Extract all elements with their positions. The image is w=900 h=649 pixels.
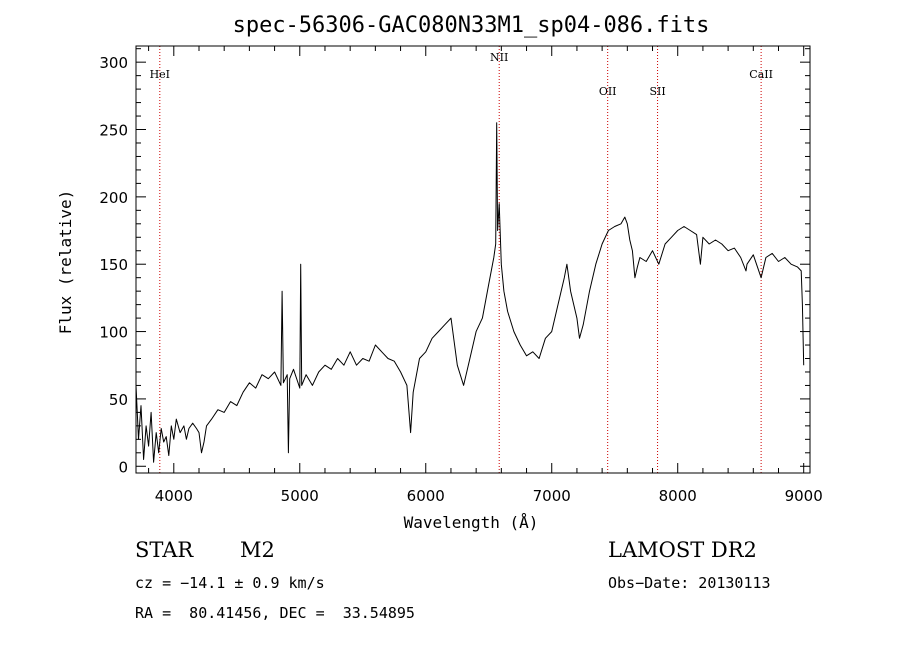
coordinates: RA = 80.41456, DEC = 33.54895: [135, 604, 415, 622]
x-tick-label: 9000: [785, 487, 823, 505]
y-tick-label: 250: [99, 122, 128, 140]
x-tick-label: 7000: [533, 487, 571, 505]
y-tick-label: 100: [99, 324, 128, 342]
observation-date: Obs−Date: 20130113: [608, 574, 771, 592]
y-axis-ticks: 0 50 100 150 200 250 300: [99, 48, 810, 476]
survey-name: LAMOST DR2: [608, 538, 757, 562]
y-tick-label: 0: [118, 458, 128, 476]
chart-title: spec-56306-GAC080N33M1_sp04-086.fits: [233, 13, 710, 38]
emission-line-markers: HeI NII OII SII CaII: [150, 46, 773, 473]
y-tick-label: 200: [99, 189, 128, 207]
y-axis-label: Flux (relative): [56, 190, 75, 335]
x-axis-ticks: 4000 5000 6000 7000 8000 9000: [148, 46, 823, 505]
object-class: STAR: [135, 538, 194, 562]
redshift-cz: cz = −14.1 ± 0.9 km/s: [135, 574, 325, 592]
plot-frame: [135, 45, 811, 474]
x-tick-label: 6000: [407, 487, 445, 505]
x-tick-label: 4000: [155, 487, 193, 505]
y-tick-label: 300: [99, 54, 128, 72]
y-tick-label: 150: [99, 256, 128, 274]
y-tick-label: 50: [109, 391, 128, 409]
x-tick-label: 8000: [659, 487, 697, 505]
x-tick-label: 5000: [281, 487, 319, 505]
x-axis-label: Wavelength (Å): [404, 513, 539, 532]
line-label-nii: NII: [490, 51, 508, 64]
line-label-sii: SII: [649, 85, 665, 98]
spectrum-series-line: [135, 122, 805, 463]
line-label-caii: CaII: [749, 68, 773, 81]
line-label-oii: OII: [599, 85, 617, 98]
object-subclass: M2: [240, 538, 275, 562]
line-label-hei: HeI: [150, 68, 170, 81]
